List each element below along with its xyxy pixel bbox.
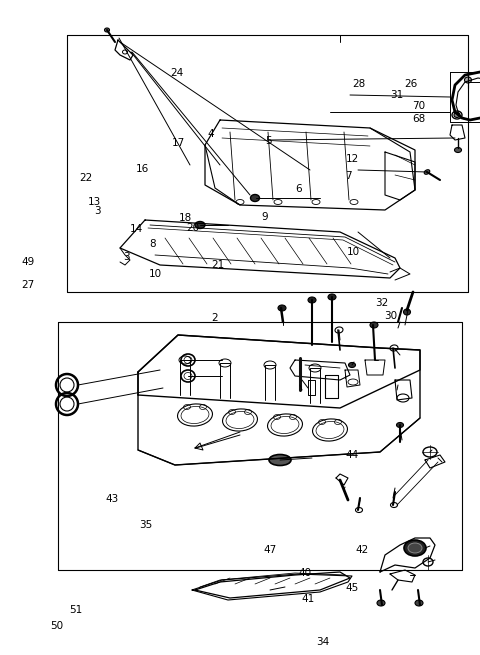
Text: 8: 8	[149, 238, 156, 249]
Ellipse shape	[408, 543, 422, 553]
Text: 20: 20	[186, 223, 199, 233]
Ellipse shape	[251, 195, 260, 202]
Text: 16: 16	[135, 164, 149, 174]
Ellipse shape	[454, 113, 460, 117]
Text: 51: 51	[69, 605, 83, 616]
Text: 42: 42	[355, 545, 369, 555]
Ellipse shape	[404, 309, 410, 315]
Text: 27: 27	[21, 280, 35, 290]
Text: 47: 47	[263, 545, 276, 555]
Text: 30: 30	[384, 310, 397, 321]
Text: 40: 40	[299, 568, 312, 578]
Ellipse shape	[105, 28, 109, 32]
Text: 35: 35	[139, 520, 153, 531]
Text: 5: 5	[265, 136, 272, 146]
Text: 44: 44	[346, 450, 359, 460]
Text: 7: 7	[346, 170, 352, 181]
Text: 41: 41	[301, 594, 315, 605]
Text: 12: 12	[346, 153, 359, 164]
Text: 10: 10	[347, 247, 360, 257]
Text: 3: 3	[94, 206, 101, 216]
Ellipse shape	[404, 540, 426, 556]
Text: 43: 43	[106, 494, 119, 504]
Ellipse shape	[370, 322, 378, 328]
Text: 24: 24	[170, 68, 183, 79]
Text: 6: 6	[295, 183, 301, 194]
Text: 4: 4	[208, 129, 215, 140]
Ellipse shape	[377, 600, 385, 606]
Text: 26: 26	[404, 79, 418, 89]
Text: 3: 3	[123, 252, 130, 262]
Text: 17: 17	[171, 138, 185, 148]
Text: 31: 31	[390, 90, 403, 100]
Text: 50: 50	[50, 620, 63, 631]
Ellipse shape	[424, 170, 430, 174]
Text: 14: 14	[130, 224, 143, 234]
Text: 34: 34	[316, 637, 329, 647]
Text: 70: 70	[412, 101, 425, 111]
Text: 21: 21	[211, 260, 225, 271]
Ellipse shape	[415, 600, 423, 606]
Text: 13: 13	[87, 196, 101, 207]
Text: 28: 28	[352, 79, 366, 89]
Text: 18: 18	[179, 213, 192, 223]
Text: 10: 10	[149, 269, 162, 279]
Text: 22: 22	[79, 173, 92, 183]
Ellipse shape	[195, 221, 205, 229]
Ellipse shape	[269, 455, 291, 466]
Ellipse shape	[308, 297, 316, 303]
Text: 49: 49	[21, 257, 35, 267]
Text: 9: 9	[262, 212, 268, 223]
Ellipse shape	[455, 147, 461, 153]
Ellipse shape	[278, 305, 286, 311]
Text: 68: 68	[412, 114, 425, 124]
Text: 2: 2	[212, 312, 218, 323]
Ellipse shape	[465, 77, 471, 83]
Ellipse shape	[328, 294, 336, 300]
Text: 32: 32	[375, 297, 389, 308]
Text: 45: 45	[346, 583, 359, 593]
Ellipse shape	[348, 362, 356, 367]
Ellipse shape	[396, 422, 404, 428]
